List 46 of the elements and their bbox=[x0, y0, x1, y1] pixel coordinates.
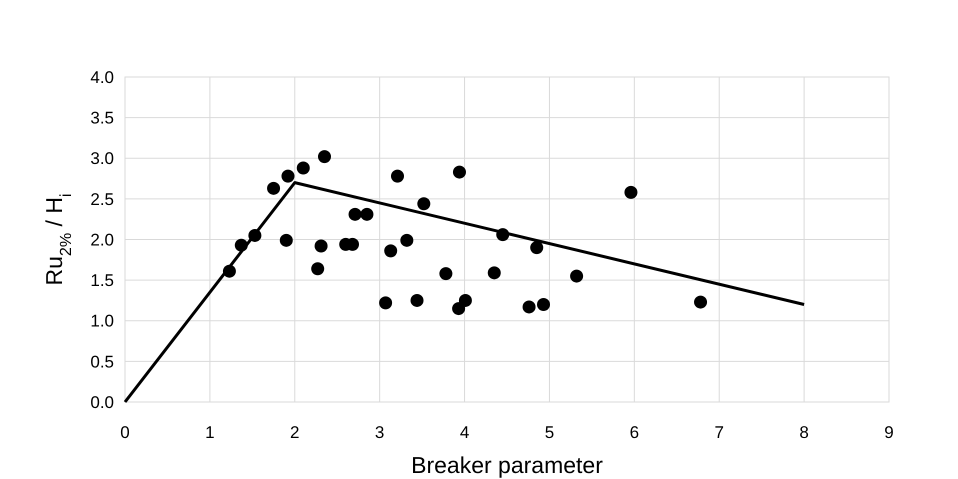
point bbox=[530, 241, 544, 254]
y-tick-label: 1.5 bbox=[90, 271, 114, 290]
y-tick-label: 3.5 bbox=[90, 108, 114, 128]
x-tick-label: 1 bbox=[205, 423, 215, 442]
point bbox=[694, 296, 708, 309]
point bbox=[360, 208, 374, 221]
x-tick-label: 2 bbox=[290, 423, 300, 442]
point bbox=[452, 302, 466, 316]
x-tick-label: 0 bbox=[120, 423, 130, 442]
x-axis-title: Breaker parameter bbox=[411, 452, 604, 478]
point bbox=[296, 162, 310, 174]
y-tick-label: 0.5 bbox=[90, 352, 114, 372]
point bbox=[379, 296, 392, 310]
x-tick-label: 8 bbox=[799, 423, 809, 442]
point bbox=[280, 234, 293, 247]
point bbox=[281, 170, 294, 183]
point bbox=[458, 294, 472, 307]
point bbox=[537, 298, 550, 311]
point bbox=[570, 270, 584, 283]
x-tick-label: 5 bbox=[544, 423, 554, 442]
point bbox=[390, 170, 404, 183]
point bbox=[400, 234, 414, 247]
y-tick-label: 4.0 bbox=[90, 68, 114, 87]
point bbox=[488, 266, 501, 280]
point bbox=[452, 166, 466, 179]
point bbox=[522, 300, 536, 314]
point bbox=[318, 150, 331, 164]
point bbox=[384, 244, 398, 258]
y-tick-label: 2.0 bbox=[90, 230, 114, 250]
x-tick-label: 6 bbox=[630, 423, 640, 442]
x-tick-label: 3 bbox=[374, 423, 384, 442]
y-tick-label: 2.5 bbox=[90, 190, 114, 209]
y-tick-label: 0.0 bbox=[90, 392, 114, 412]
x-tick-label: 7 bbox=[714, 423, 724, 442]
x-tick-label: 9 bbox=[884, 423, 894, 442]
point bbox=[348, 208, 362, 221]
point bbox=[410, 294, 424, 307]
point bbox=[267, 182, 280, 195]
y-tick-label: 3.0 bbox=[90, 149, 114, 168]
point bbox=[439, 267, 452, 280]
y-tick-label: 1.0 bbox=[90, 312, 114, 331]
point bbox=[417, 197, 430, 210]
point bbox=[314, 240, 328, 252]
point bbox=[624, 186, 638, 199]
x-tick-label: 4 bbox=[460, 423, 470, 442]
point bbox=[311, 262, 324, 276]
